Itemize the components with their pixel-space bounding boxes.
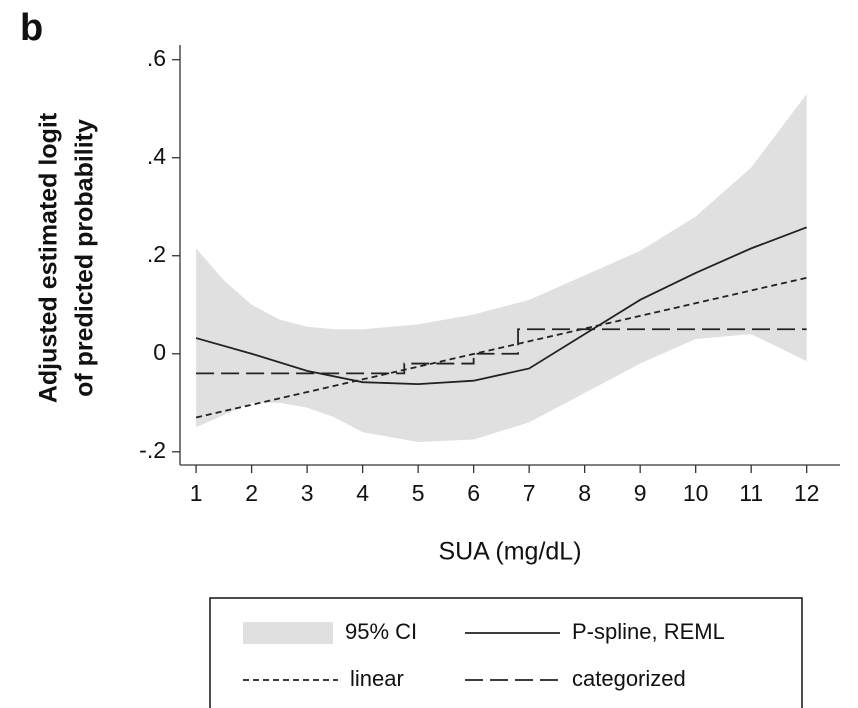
y-tick-label: -.2 [139,437,166,463]
legend-box [209,597,803,708]
x-tick-label: 9 [634,480,647,506]
x-tick-label: 5 [412,480,425,506]
x-tick-label: 1 [190,480,203,506]
x-tick-label: 10 [683,480,709,506]
y-axis-label: Adjusted estimated logit [35,112,63,403]
ci-band [196,94,807,442]
y-tick-label: .6 [147,45,166,71]
x-axis-label: SUA (mg/dL) [438,538,581,566]
legend-label: 95% CI [345,619,417,644]
legend-label: P-spline, REML [572,619,725,644]
y-axis-label: of predicted probability [71,119,99,397]
x-tick-label: 6 [467,480,480,506]
x-tick-label: 7 [523,480,536,506]
y-tick-label: .2 [147,241,166,267]
series-line [195,276,807,419]
x-tick-label: 8 [578,480,591,506]
panel-label: b [20,7,43,49]
y-tick-label: .4 [147,143,166,169]
x-tick-label: 3 [301,480,314,506]
x-tick-label: 2 [245,480,258,506]
legend-label: categorized [572,666,686,691]
y-tick-label: 0 [153,339,166,365]
legend-label: linear [350,666,404,691]
series-line [195,226,808,386]
x-tick-label: 11 [739,480,763,506]
x-tick-label: 4 [356,480,369,506]
series-line [196,328,807,375]
legend-swatch [243,622,333,644]
x-tick-label: 12 [794,480,820,506]
